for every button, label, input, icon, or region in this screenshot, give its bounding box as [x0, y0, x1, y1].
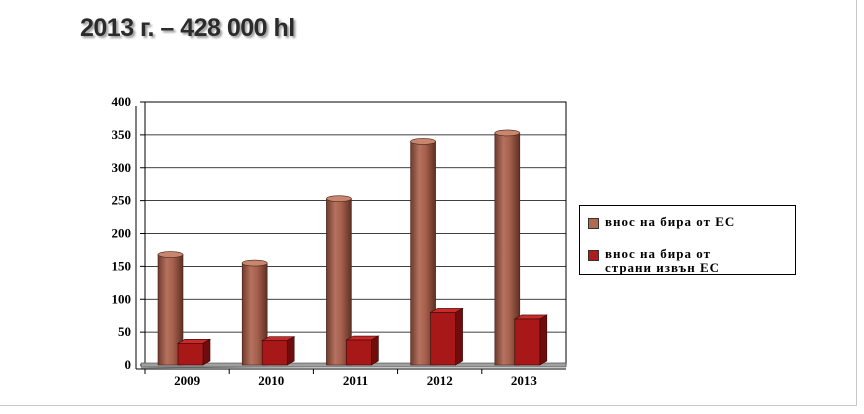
legend-label-eu: внос на бира от ЕС — [605, 214, 736, 229]
x-tick-label: 2012 — [427, 373, 453, 388]
x-tick-label: 2010 — [258, 373, 284, 388]
bar-series1-top — [241, 259, 268, 267]
y-tick-label: 250 — [112, 193, 132, 208]
bar-series1 — [326, 198, 352, 366]
y-tick-label: 50 — [118, 324, 131, 339]
y-tick-label: 300 — [112, 160, 132, 175]
bar-series2 — [261, 340, 288, 366]
y-tick-label: 150 — [112, 258, 132, 273]
legend-label-non-eu-line1: внос на бира от — [605, 246, 711, 261]
x-tick-label: 2013 — [511, 373, 538, 388]
bar-series2 — [177, 343, 204, 366]
legend-swatch-non-eu — [588, 250, 599, 261]
legend-label-non-eu-line2: страни извън ЕС — [605, 260, 721, 275]
legend-swatch-eu — [588, 218, 599, 229]
bar-series2 — [430, 312, 456, 366]
bar-series2-side — [539, 314, 548, 366]
bar-series1-top — [494, 129, 521, 137]
bar-series2 — [514, 318, 541, 366]
bar-series1-top — [157, 251, 184, 258]
bar-series2-side — [286, 336, 295, 366]
slide-frame — [0, 0, 857, 406]
y-tick-label: 350 — [112, 127, 132, 142]
bar-series1-top — [326, 195, 352, 202]
bar-series2-side — [202, 338, 211, 366]
x-tick-label: 2011 — [343, 373, 368, 388]
y-tick-label: 200 — [112, 226, 132, 241]
bar-series2 — [346, 339, 372, 366]
y-tick-label: 400 — [112, 94, 132, 109]
bar-series1-top — [410, 138, 436, 145]
slide-title: 2013 г. – 428 000 hl — [80, 14, 295, 42]
bar-series2-side — [455, 307, 463, 366]
x-tick-label: 2009 — [174, 373, 201, 388]
bar-series2-side — [371, 335, 379, 366]
y-tick-label: 100 — [112, 291, 132, 306]
chart-legend: внос на бира от ЕС внос на бира от стран… — [579, 205, 796, 275]
y-tick-label: 0 — [125, 357, 132, 372]
